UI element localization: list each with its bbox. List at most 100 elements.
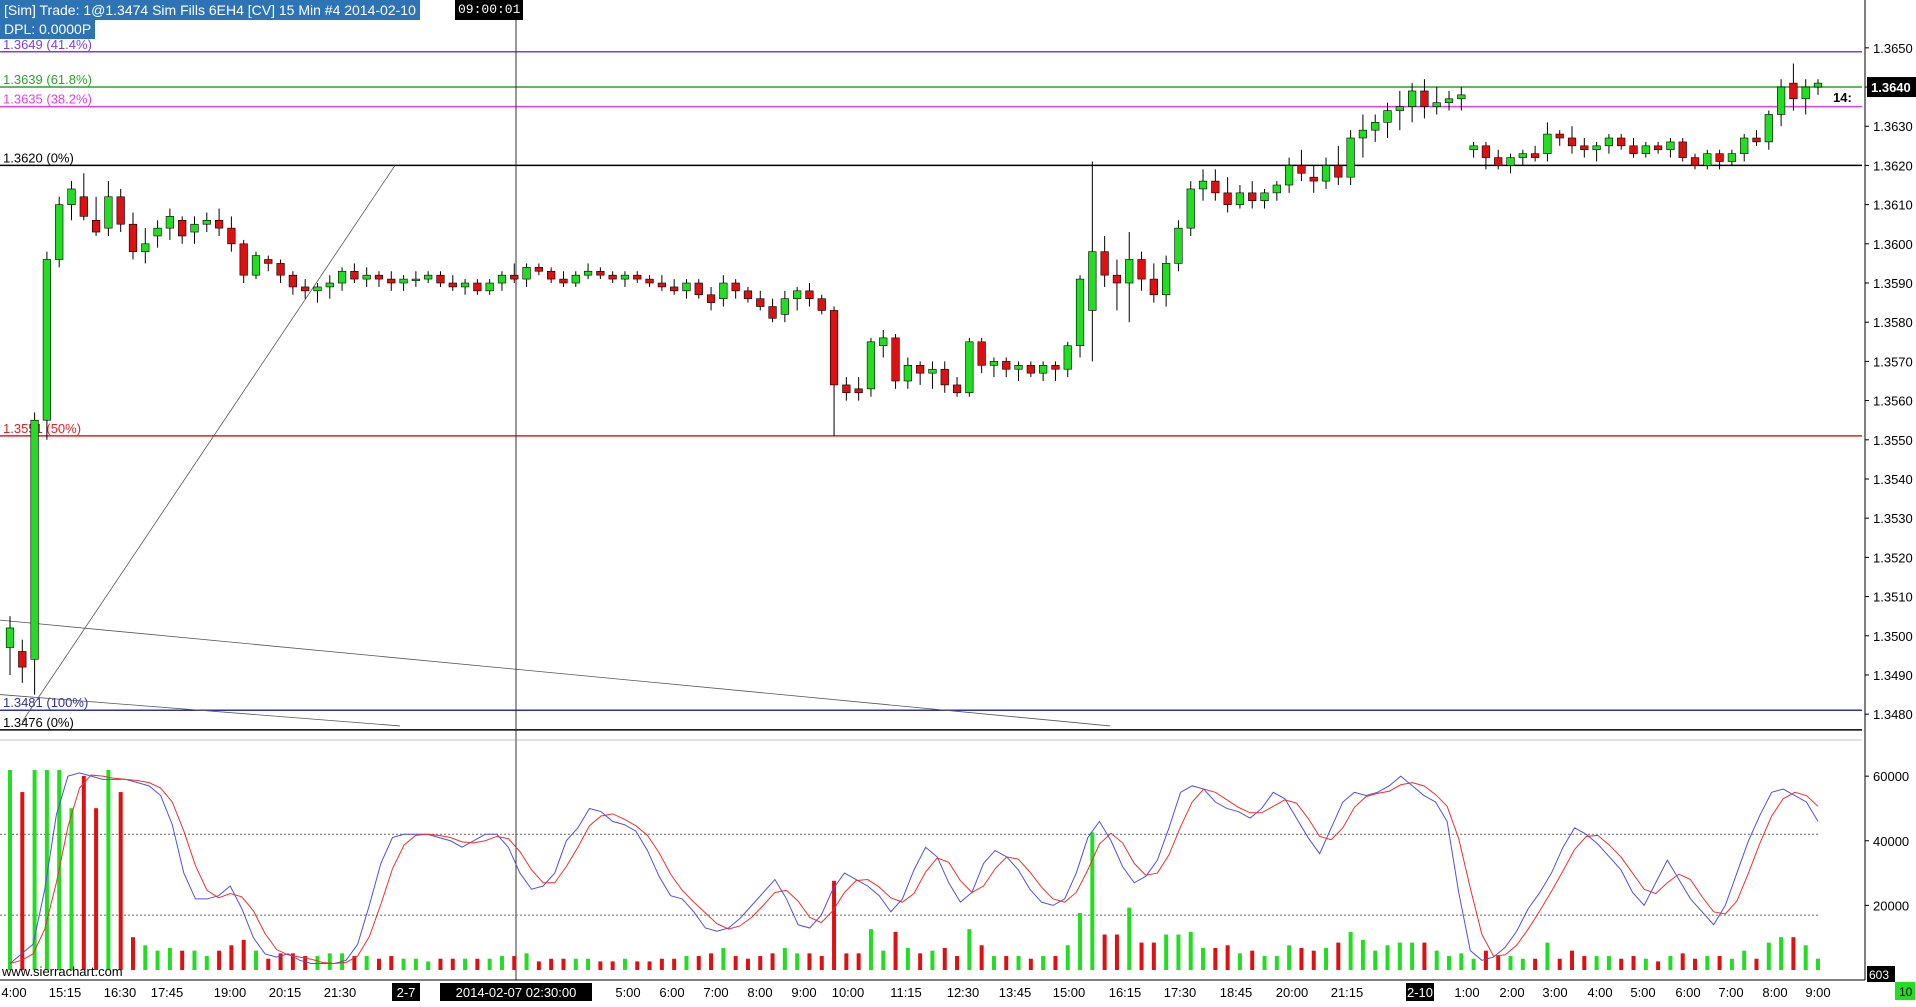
candle-body bbox=[1285, 165, 1294, 186]
volume-bar bbox=[1520, 958, 1525, 970]
volume-bar bbox=[881, 950, 886, 970]
candle-body bbox=[768, 306, 777, 319]
candle-body bbox=[1100, 251, 1109, 276]
candle-body bbox=[5, 627, 15, 648]
price-tick-label: 1.3580 bbox=[1873, 315, 1913, 330]
candle-body bbox=[288, 274, 297, 288]
candle-body bbox=[1715, 153, 1724, 162]
volume-bar bbox=[1274, 956, 1279, 970]
volume-bar bbox=[1508, 956, 1513, 970]
time-label: 18:45 bbox=[1220, 985, 1253, 1000]
volume-bar bbox=[1619, 958, 1624, 970]
candle-body bbox=[1678, 141, 1687, 158]
price-tick-label: 1.3590 bbox=[1873, 276, 1913, 291]
candle-body bbox=[202, 219, 211, 225]
volume-bar bbox=[1237, 953, 1242, 970]
candle-body bbox=[264, 259, 273, 264]
volume-bar bbox=[413, 958, 418, 970]
fib-label-0: 1.3649 (41.4%) bbox=[3, 37, 92, 52]
volume-bar bbox=[1311, 950, 1316, 970]
candle-body bbox=[1653, 145, 1663, 151]
volume-bar bbox=[758, 956, 763, 970]
candle-body bbox=[1309, 176, 1318, 182]
candle-body bbox=[1137, 259, 1146, 280]
candle-body bbox=[1223, 192, 1232, 205]
volume-bar bbox=[1041, 956, 1046, 970]
price-tick-label: 1.3650 bbox=[1873, 41, 1913, 56]
volume-bar bbox=[1164, 934, 1169, 970]
candle-body bbox=[1703, 153, 1712, 166]
volume-bar bbox=[1582, 956, 1587, 970]
volume-bar bbox=[1114, 934, 1119, 970]
drawings bbox=[0, 0, 1111, 980]
volume-bar bbox=[979, 945, 984, 970]
volume-bar bbox=[893, 931, 898, 970]
volume-bar bbox=[622, 958, 627, 970]
volume-bar bbox=[1348, 931, 1353, 970]
price-tick-label: 1.3620 bbox=[1873, 158, 1913, 173]
date-marker-label: 2-10 bbox=[1407, 985, 1433, 1000]
candle-body bbox=[1088, 251, 1097, 311]
volume-bar bbox=[278, 953, 283, 970]
volume-bar bbox=[1385, 945, 1390, 970]
candle-body bbox=[227, 227, 236, 245]
candles bbox=[5, 63, 1823, 695]
volume-bar bbox=[1594, 956, 1599, 970]
volume-bar bbox=[586, 958, 591, 970]
candle-body bbox=[116, 196, 125, 225]
volume-bar bbox=[389, 956, 394, 970]
price-tick-label: 1.3570 bbox=[1873, 354, 1913, 369]
volume-bar bbox=[942, 947, 947, 970]
indicator-tick-label: 20000 bbox=[1873, 898, 1909, 913]
price-tick-label: 1.3500 bbox=[1873, 629, 1913, 644]
volume-bar bbox=[376, 958, 381, 970]
candle-body bbox=[1383, 110, 1392, 123]
volume-bar bbox=[1779, 937, 1784, 970]
candle-body bbox=[891, 337, 900, 382]
candle-body bbox=[583, 270, 593, 276]
candle-body bbox=[743, 290, 753, 299]
candle-body bbox=[756, 298, 765, 307]
time-label: 2:00 bbox=[1499, 985, 1524, 1000]
volume-bar bbox=[1496, 956, 1501, 970]
watermark: www.sierrachart.com bbox=[1, 964, 123, 979]
volume-bar bbox=[647, 961, 652, 970]
candle-body bbox=[1260, 192, 1269, 202]
candle-body bbox=[965, 341, 974, 394]
candle-body bbox=[178, 219, 187, 237]
candle-body bbox=[1555, 133, 1564, 139]
candle-body bbox=[1813, 82, 1823, 88]
volume-bar bbox=[253, 950, 258, 970]
volume-bar bbox=[696, 956, 701, 970]
candle-body bbox=[1321, 165, 1331, 182]
candle-body bbox=[1002, 361, 1011, 370]
current-price-badge bbox=[1867, 77, 1916, 98]
time-label: 12:30 bbox=[947, 985, 980, 1000]
volume-badge bbox=[1867, 966, 1895, 982]
candle-body bbox=[1481, 145, 1491, 158]
candle-body bbox=[952, 384, 962, 394]
candle-body bbox=[1346, 137, 1355, 178]
candle-body bbox=[42, 259, 52, 421]
date-marker-bg bbox=[1406, 983, 1434, 1001]
volume-bar bbox=[1028, 958, 1033, 970]
candle-body bbox=[128, 223, 138, 252]
time-label: 21:15 bbox=[1331, 985, 1364, 1000]
time-label: 5:00 bbox=[615, 985, 640, 1000]
volume-bar bbox=[1078, 913, 1083, 970]
price-tick-label: 1.3520 bbox=[1873, 550, 1913, 565]
volume-bar bbox=[524, 953, 529, 970]
indicator-tick-label: 40000 bbox=[1873, 834, 1909, 849]
fib-label-1: 1.3639 (61.8%) bbox=[3, 72, 92, 87]
candle-body bbox=[510, 274, 519, 280]
volume-bar bbox=[1422, 942, 1427, 970]
volume-bar bbox=[782, 947, 787, 970]
candle-body bbox=[313, 286, 322, 292]
time-label: 15:15 bbox=[49, 985, 82, 1000]
trend-line-falling-1 bbox=[0, 619, 1111, 727]
time-label: 16:30 bbox=[104, 985, 137, 1000]
volume-bar bbox=[1410, 942, 1415, 970]
volume-bar bbox=[536, 961, 541, 970]
time-label: 6:00 bbox=[659, 985, 684, 1000]
